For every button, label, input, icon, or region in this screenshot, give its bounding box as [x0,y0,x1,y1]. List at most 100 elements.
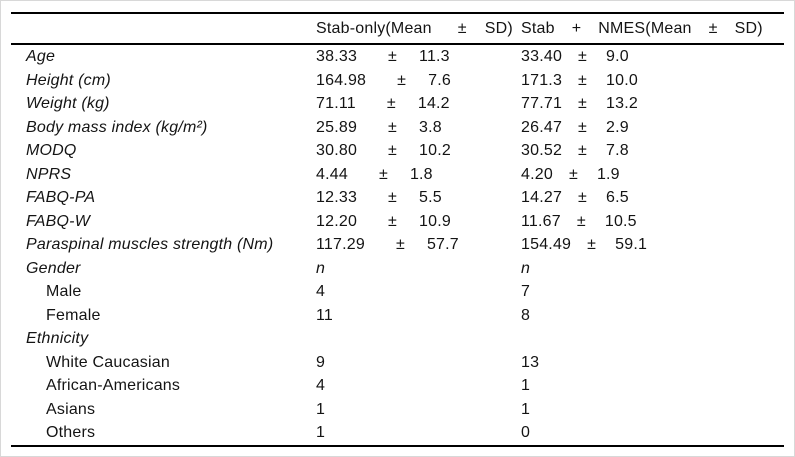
sd-value: 13.2 [606,95,638,112]
mean-value: 30.80 [316,142,358,159]
stab-only-value-cell: 12.33 ±5.5 [316,186,521,210]
plus-minus-sign: ± [708,19,718,37]
stab-only-value-cell: n [316,257,521,281]
stab-only-value-cell: 164.98 ±7.6 [316,69,521,93]
stab-only-value-cell: 30.80 ±10.2 [316,139,521,163]
mean-value: 164.98 [316,71,367,89]
mean-value: 0 [521,424,531,441]
header-empty-cell [11,14,316,43]
sd-value: 1.9 [596,165,620,183]
mean-value: 4 [316,377,326,394]
stab-nmes-value-cell: 171.3 ±10.0 [521,69,784,93]
mean-value: 12.20 [316,212,358,230]
table-row: Asians 1 1 [11,398,784,422]
plus-minus-sign: ± [578,95,588,112]
stab-only-value-cell: 117.29 ±57.7 [316,233,521,257]
plus-minus-sign: ± [578,142,588,159]
row-label: White Caucasian [46,353,170,371]
table-row: Height (cm) 164.98 ±7.6 171.3 ±10.0 [11,69,784,93]
stab-only-value-cell: 12.20 ±10.9 [316,210,521,234]
plus-minus-sign: ± [388,189,398,206]
sd-value: SD) [484,19,513,37]
header-text: SD) [734,19,763,37]
plus-minus-sign: ± [388,118,398,136]
mean-value: 12.33 [316,189,358,206]
plus-minus-sign: ± [578,48,588,65]
stab-only-value-cell: 4 [316,374,521,398]
row-label: NPRS [26,165,72,183]
sd-value: 7.8 [606,142,629,159]
column-header-stab-only: Stab-only(Mean ± SD) [316,14,521,43]
mean-value: 4.20 [521,165,553,183]
mean-value: 38.33 [316,48,358,65]
row-label: African-Americans [46,377,181,394]
plus-minus-sign: ± [386,95,396,112]
sd-value: 10.0 [606,71,638,89]
row-label: Asians [46,400,96,418]
sd-value: 7.6 [428,71,451,89]
stab-nmes-value-cell: 1 [521,398,784,422]
table-top-rule [11,12,784,14]
table-body: Age 38.33 ±11.3 33.40 ±9.0 Height (cm) 164.98 ±… [1,45,794,445]
mean-value: 30.52 [521,142,563,159]
mean-value: 9 [316,353,326,371]
table-row: FABQ-W 12.20 ±10.9 11.67 ±10.5 [11,210,784,234]
plus-minus-sign: ± [395,236,405,253]
stab-only-value-cell: 1 [316,398,521,422]
mean-value: 11 [316,306,334,324]
sd-value: 5.5 [419,189,442,206]
stab-nmes-value-cell: 77.71 ±13.2 [521,92,784,116]
plus-minus-sign: ± [388,142,398,159]
mean-value: 71.11 [316,95,356,112]
sd-value: 14.2 [417,95,450,112]
mean-value: 171.3 [521,71,563,89]
row-label: Male [46,283,82,300]
sd-value: 9.0 [606,48,629,65]
stab-nmes-value-cell: 7 [521,280,784,304]
row-label: FABQ-W [26,212,91,230]
mean-value: 1 [521,400,531,418]
stab-only-value-cell [316,327,521,351]
stab-nmes-value-cell [521,327,784,351]
plus-minus-sign: ± [578,71,588,89]
stab-only-value-cell: 1 [316,421,521,445]
plus-minus-sign: ± [578,118,588,136]
table-row: Age 38.33 ±11.3 33.40 ±9.0 [11,45,784,69]
table-header-row: Stab-only(Mean ± SD) Stab + NMES(Mean ± SD) [11,14,784,43]
stab-only-value-cell: 11 [316,304,521,328]
sd-value: 59.1 [615,236,648,253]
plus-minus-sign: ± [378,165,388,183]
stab-nmes-value-cell: 33.40 ±9.0 [521,45,784,69]
mean-value: n [521,259,531,277]
plus-minus-sign: ± [457,19,467,37]
sd-value: 6.5 [606,189,629,206]
stab-nmes-value-cell: 0 [521,421,784,445]
stab-only-value-cell: 25.89 ±3.8 [316,116,521,140]
table-row: White Caucasian 9 13 [11,351,784,375]
row-label: Weight (kg) [26,95,110,112]
stab-nmes-value-cell: 26.47 ±2.9 [521,116,784,140]
column-header-stab-nmes: Stab + NMES(Mean ± SD) [521,14,784,43]
plus-minus-sign: ± [576,212,586,230]
table-bottom-rule [11,444,784,447]
sd-value: 1.8 [409,165,433,183]
header-text: NMES(Mean [598,19,692,37]
plus-minus-sign: ± [587,236,597,253]
table-row: Body mass index (kg/m²) 25.89 ±3.8 26.47 ±2.… [11,116,784,140]
mean-value: 77.71 [521,95,563,112]
header-text: Stab [521,19,555,37]
table-header-rule [11,42,784,45]
mean-value: 4.44 [316,165,348,183]
mean-value: 25.89 [316,118,358,136]
row-label: Ethnicity [26,330,89,347]
sd-value: 10.9 [419,212,451,230]
mean-value: 7 [521,283,531,300]
row-label: Female [46,306,101,324]
mean-value: 13 [521,353,540,371]
sd-value: 3.8 [419,118,442,136]
table-row: Male 4 7 [11,280,784,304]
mean-value: 1 [521,377,531,394]
row-label: Paraspinal muscles strength (Nm) [26,236,274,253]
mean-value: 154.49 [521,236,572,253]
